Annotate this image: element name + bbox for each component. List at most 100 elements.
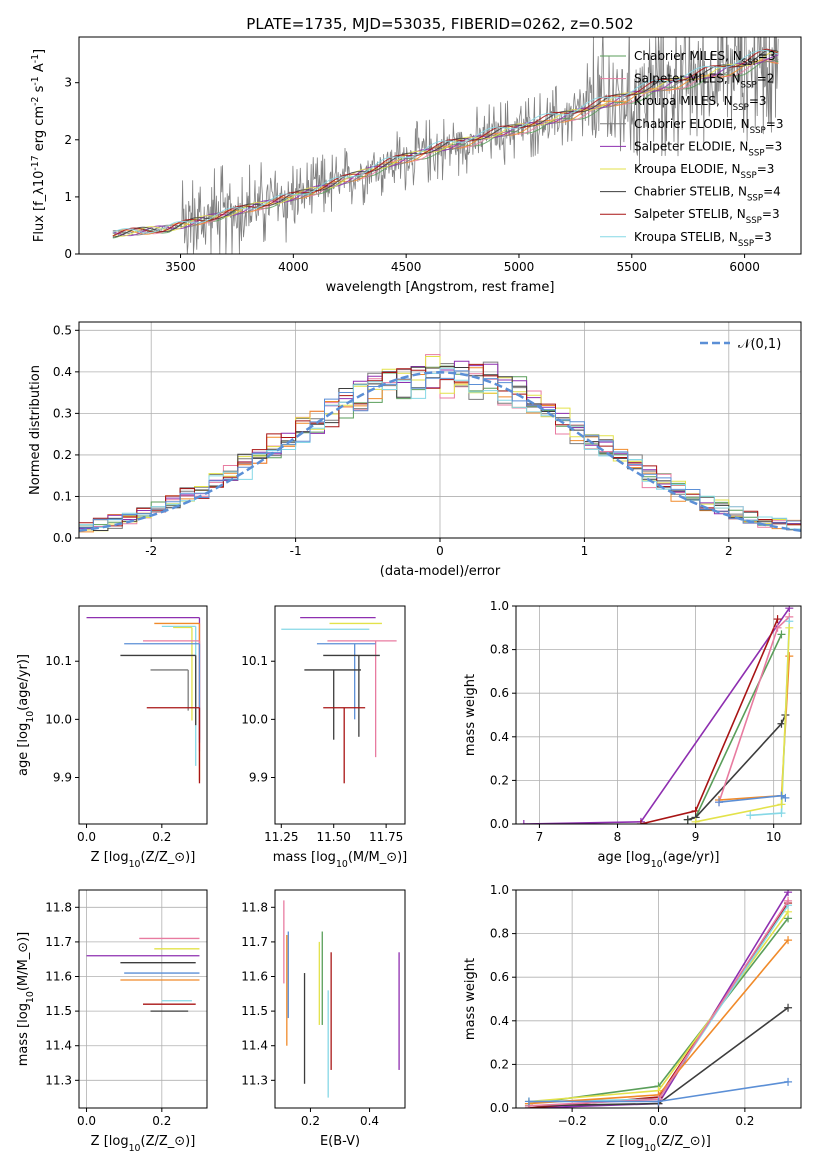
legend-label: Kroupa STELIB, NSSP=3 (634, 230, 772, 249)
y-tick-label: 11.4 (45, 1039, 72, 1053)
data-point-marker (777, 809, 786, 818)
data-point-marker (773, 615, 782, 624)
mass-weight-line (687, 633, 783, 821)
plot-area (519, 606, 794, 824)
data-point-marker (746, 811, 755, 820)
x-tick-label: -2 (145, 544, 157, 558)
y-tick-label: 3 (64, 76, 72, 90)
legend-label: 𝒩(0,1) (738, 337, 781, 352)
y-tick-label: 0.8 (490, 643, 509, 657)
y-tick-label: 11.4 (241, 1039, 268, 1053)
data-point-marker (654, 1097, 663, 1106)
x-tick-label: −0.2 (558, 1114, 587, 1128)
x-tick-label: 9 (692, 830, 700, 844)
y-tick-label: 11.8 (45, 900, 72, 914)
x-tick-label: 8 (614, 830, 622, 844)
y-tick-label: 10.1 (241, 654, 268, 668)
x-tick-label: 5000 (504, 260, 535, 274)
data-point-marker (784, 890, 793, 897)
data-point-marker (785, 606, 794, 613)
axes-frame (78, 36, 802, 255)
plot-area (79, 354, 801, 536)
y-tick-label: 10.0 (241, 712, 268, 726)
data-point-marker (781, 793, 790, 802)
y-tick-label: 0.0 (53, 531, 72, 545)
x-axis-label: E(B-V) (320, 1134, 360, 1149)
plot-area (86, 937, 200, 1012)
age-vs-metallicity-panel: 0.0 0.2 9.9 10.0 10.1 Z [log10(Z/Z_⊙)] age [lo… (16, 605, 208, 870)
mass-weight-line (718, 656, 791, 801)
data-point-marker (777, 630, 786, 639)
model-fit-line (112, 59, 779, 236)
y-tick-label: 0.3 (53, 406, 72, 420)
observed-spectrum-line (112, 37, 779, 254)
x-axis-label: Z [log10(Z/Z_⊙)] (91, 850, 196, 870)
x-axis-label: Z [log10(Z/Z_⊙)] (606, 1134, 711, 1154)
data-point-marker (524, 1097, 533, 1106)
x-tick-label: 0 (436, 544, 444, 558)
data-point-marker (773, 623, 782, 632)
x-tick-label: 5500 (617, 260, 648, 274)
mass-weight-line (718, 616, 790, 803)
x-tick-label: 3500 (165, 260, 196, 274)
y-tick-label: 0.6 (490, 970, 509, 984)
plot-area (281, 616, 397, 784)
axes-frame (78, 889, 208, 1109)
plot-area (112, 37, 779, 254)
y-tick-label: 11.6 (45, 970, 72, 984)
plot-area (524, 890, 793, 1108)
x-tick-label: -1 (290, 544, 302, 558)
y-tick-label: 1 (64, 190, 72, 204)
residual-histogram-panel: -2 -1 0 1 2 0.0 0.1 0.2 0.3 0.4 0.5 (data-model)/er… (28, 321, 802, 579)
y-tick-label: 0.4 (490, 730, 509, 744)
x-tick-label: 7 (536, 830, 544, 844)
x-tick-label: 2 (725, 544, 733, 558)
legend-label: Salpeter MILES, NSSP=2 (634, 72, 774, 91)
y-tick-label: 9.9 (53, 770, 72, 784)
y-tick-label: 0.5 (53, 323, 72, 337)
model-fit-line (112, 49, 779, 238)
mass-weight-line (687, 714, 787, 821)
mass-weight-vs-metallicity-panel: −0.2 0.0 0.2 0.0 0.2 0.4 0.6 0.8 1.0 Z [log10(Z/Z… (463, 883, 802, 1154)
y-tick-label: 11.6 (241, 970, 268, 984)
legend-label: Chabrier STELIB, NSSP=4 (634, 185, 781, 204)
data-point-marker (691, 817, 700, 824)
model-fit-line (112, 50, 779, 234)
y-tick-label: 0.2 (53, 448, 72, 462)
x-axis-label: age [log10(age/yr)] (598, 850, 720, 870)
x-tick-label: 0.4 (360, 1114, 379, 1128)
data-point-marker (683, 815, 692, 824)
x-tick-label: 0.0 (77, 830, 96, 844)
y-tick-label: 11.7 (45, 935, 72, 949)
y-axis-label: mass weight (463, 674, 478, 756)
mass-weight-line (695, 627, 791, 823)
y-tick-label: 10.1 (45, 654, 72, 668)
data-point-marker (784, 936, 793, 945)
axes-frame (78, 605, 208, 825)
mass-vs-metallicity-panel: 0.0 0.2 11.3 11.4 11.5 11.6 11.7 11.8 Z [log10(Z… (16, 889, 208, 1154)
y-tick-label: 0.2 (490, 773, 509, 787)
y-axis-label: Normed distribution (28, 365, 43, 495)
y-tick-label: 11.8 (241, 900, 268, 914)
y-tick-label: 2 (64, 133, 72, 147)
y-tick-label: 1.0 (490, 599, 509, 613)
spectrum-panel: 3500 4000 4500 5000 5500 6000 0 1 2 3 wavelength [… (30, 36, 802, 295)
x-axis-label: wavelength [Angstrom, rest frame] (326, 280, 555, 295)
data-point-marker (777, 791, 786, 800)
y-axis-label: age [log10(age/yr)] (16, 654, 36, 776)
y-tick-label: 10.0 (45, 712, 72, 726)
figure-title: PLATE=1735, MJD=53035, FIBERID=0262, z=0… (246, 15, 633, 33)
y-tick-label: 11.7 (241, 935, 268, 949)
axes-frame (515, 605, 802, 825)
residual-histogram-step (79, 370, 801, 529)
data-point-marker (784, 1077, 793, 1086)
data-point-marker (784, 1003, 793, 1012)
x-tick-label: 1 (581, 544, 589, 558)
data-point-marker (636, 820, 645, 824)
y-tick-label: 0.1 (53, 489, 72, 503)
y-tick-label: 0.4 (53, 365, 72, 379)
y-axis-label: Flux [f_λ10-17 erg cm-2 s-1 A-1] (30, 49, 48, 242)
axes-frame (274, 605, 406, 825)
y-tick-label: 0.0 (490, 1101, 509, 1115)
y-axis-label: mass weight (463, 958, 478, 1040)
